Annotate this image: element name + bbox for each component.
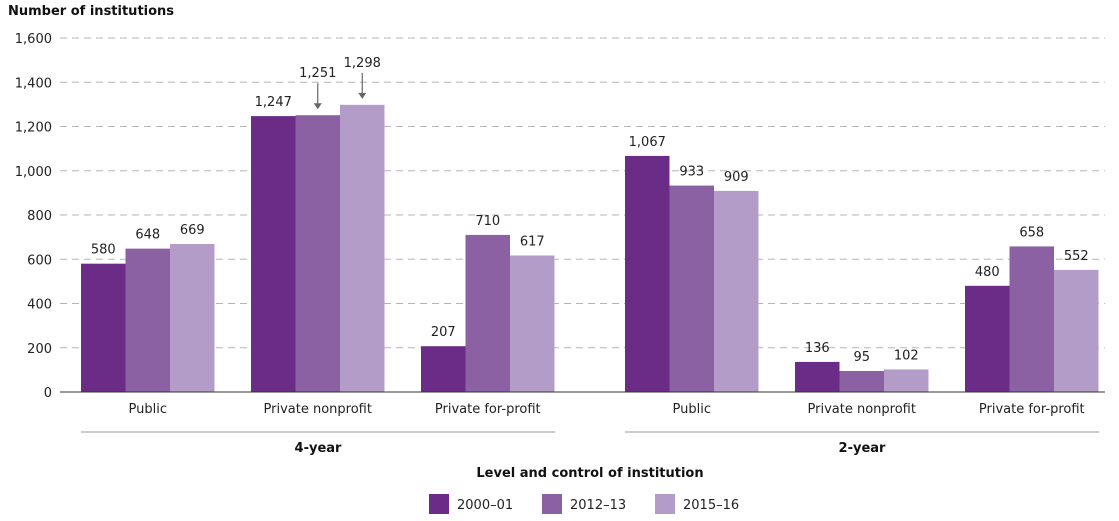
category-label: Private nonprofit [264,402,372,417]
data-label: 1,067 [629,135,666,150]
data-label: 1,298 [344,56,381,71]
data-label: 552 [1064,249,1089,264]
y-axis-title: Number of institutions [8,4,174,19]
data-label: 710 [475,214,500,229]
bar [795,362,840,392]
legend-swatch [542,494,562,514]
x-axis-group-labels: 4-year 2-year [81,432,1099,456]
bar [340,105,385,392]
annotation-arrow-head [358,93,366,99]
data-label: 909 [724,170,749,185]
data-label: 207 [431,325,456,340]
legend-label: 2015–16 [683,498,739,513]
bar [670,186,715,392]
data-label: 102 [894,348,919,363]
data-label: 1,251 [299,66,336,81]
y-tick-label: 1,400 [15,76,52,91]
y-tick-label: 1,200 [15,121,52,136]
data-label: 933 [679,165,704,180]
data-label: 648 [135,228,160,243]
y-tick-label: 600 [27,253,52,268]
y-tick-label: 400 [27,298,52,313]
bar [840,371,885,392]
category-label: Private nonprofit [808,402,916,417]
category-label: Public [673,402,711,417]
data-label: 480 [975,265,1000,280]
y-tick-label: 1,000 [15,165,52,180]
bar [126,249,171,392]
data-label: 136 [805,341,830,356]
bar [965,286,1010,392]
y-tick-label: 0 [44,386,52,401]
group-label: 4-year [295,441,343,456]
data-label: 1,247 [255,95,292,110]
bar [1010,246,1055,392]
bar [714,191,759,392]
bar [884,369,929,392]
data-label: 658 [1019,225,1044,240]
bar [510,255,555,392]
bars [81,105,1099,392]
data-label: 617 [520,234,545,249]
legend-swatch [429,494,449,514]
legend-label: 2012–13 [570,498,626,513]
y-axis-ticks: 0 200 400 600 800 1,000 1,200 1,400 1,600 [15,32,52,401]
y-tick-label: 1,600 [15,32,52,47]
bar [81,264,126,392]
bar [170,244,215,392]
annotation-arrow-head [314,103,322,109]
category-label: Private for-profit [979,402,1085,417]
bar [251,116,296,392]
legend-swatch [655,494,675,514]
category-label: Private for-profit [435,402,541,417]
gridlines [60,38,1105,348]
data-label: 95 [853,350,870,365]
legend-label: 2000–01 [457,498,513,513]
y-tick-label: 200 [27,342,52,357]
bar [1054,270,1099,392]
bar [296,115,341,392]
bar [466,235,511,392]
value-labels: 580 648 669 1,247 1,251 1,298 207 710 617 1,067 93… [91,56,1089,365]
bar [421,346,466,392]
x-axis-title: Level and control of institution [476,466,703,481]
bar [625,156,670,392]
data-label: 669 [180,223,205,238]
data-label: 580 [91,243,116,258]
legend: 2000–01 2012–13 2015–16 [429,494,739,514]
x-axis-category-labels: Public Private nonprofit Private for-profi… [129,402,1085,417]
group-label: 2-year [839,441,887,456]
category-label: Public [129,402,167,417]
y-tick-label: 800 [27,209,52,224]
